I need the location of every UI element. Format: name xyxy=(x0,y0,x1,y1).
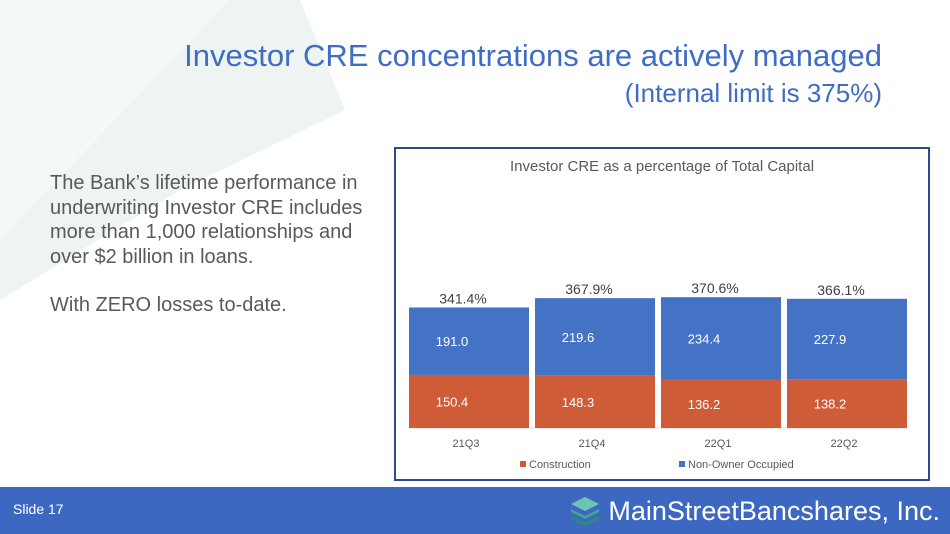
x-tick-label: 22Q1 xyxy=(705,438,732,450)
legend-label: Construction xyxy=(529,459,591,471)
bar-construction-21Q3 xyxy=(409,374,529,428)
bar-non-owner-occupied-22Q2 xyxy=(787,298,907,380)
chart-frame: Investor CRE as a percentage of Total Ca… xyxy=(394,147,930,481)
logo-text: MainStreetBancshares, Inc. xyxy=(608,495,940,526)
total-label: 370.6% xyxy=(691,280,738,296)
bar-construction-22Q2 xyxy=(787,379,907,428)
slide-title: Investor CRE concentrations are actively… xyxy=(184,38,882,73)
data-label: 227.9 xyxy=(814,332,847,347)
slide-number: Slide 17 xyxy=(13,501,64,517)
total-label: 341.4% xyxy=(439,290,486,306)
data-label: 136.2 xyxy=(688,397,721,412)
body-paragraph-1: The Bank’s lifetime performance in under… xyxy=(50,172,363,268)
body-paragraph-2: With ZERO losses to-date. xyxy=(50,294,287,316)
legend-label: Non-Owner Occupied xyxy=(688,459,794,471)
layers-logo-icon xyxy=(571,497,600,526)
total-label: 366.1% xyxy=(817,282,864,298)
data-label: 148.3 xyxy=(562,395,595,410)
total-label: 367.9% xyxy=(565,281,612,297)
bar-construction-22Q1 xyxy=(661,379,781,428)
data-label: 234.4 xyxy=(688,332,721,347)
bar-non-owner-occupied-22Q1 xyxy=(661,297,781,380)
bar-non-owner-occupied-21Q3 xyxy=(409,307,529,375)
x-tick-label: 22Q2 xyxy=(831,438,858,450)
company-logo: MainStreetBancshares, Inc. xyxy=(568,491,940,531)
x-tick-label: 21Q3 xyxy=(453,438,480,450)
data-label: 191.0 xyxy=(436,334,469,349)
footer-bar: Slide 17 MainStreetBancshares, Inc. xyxy=(0,487,950,534)
bar-non-owner-occupied-21Q4 xyxy=(535,298,655,376)
legend-swatch xyxy=(520,461,526,467)
x-tick-label: 21Q4 xyxy=(579,438,606,450)
data-label: 219.6 xyxy=(562,330,595,345)
body-text: The Bank’s lifetime performance in under… xyxy=(50,171,370,318)
data-label: 150.4 xyxy=(436,394,469,409)
chart-title: Investor CRE as a percentage of Total Ca… xyxy=(510,158,814,175)
bar-construction-21Q4 xyxy=(535,375,655,428)
stacked-bar-chart: Investor CRE as a percentage of Total Ca… xyxy=(409,158,907,471)
legend-swatch xyxy=(679,461,685,467)
data-label: 138.2 xyxy=(814,397,847,412)
slide-subtitle: (Internal limit is 375%) xyxy=(624,78,882,108)
